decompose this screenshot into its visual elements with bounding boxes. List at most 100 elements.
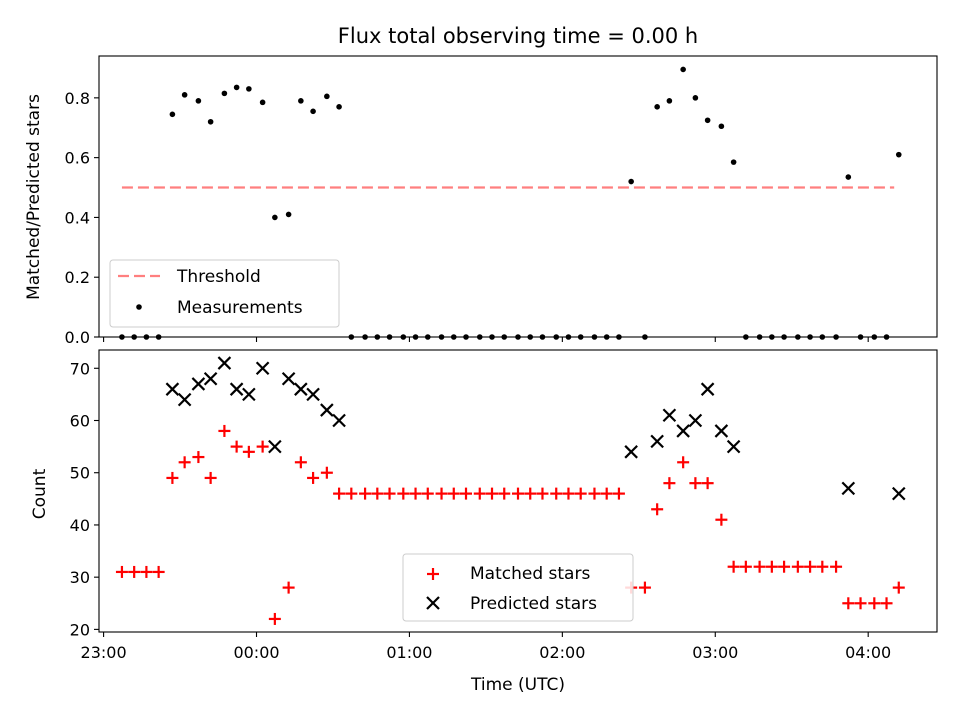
predicted-star-point — [726, 439, 741, 454]
predicted-star-point — [268, 439, 282, 454]
bottom-plot-frame — [98, 349, 938, 633]
predicted-star-point — [332, 413, 346, 428]
measurement-point — [412, 334, 419, 340]
measurement-point — [362, 334, 368, 340]
measurement-point — [603, 334, 610, 340]
predicted-star-point — [714, 424, 729, 438]
predicted-star-point — [891, 486, 906, 501]
matched-star-point — [333, 487, 346, 500]
matched-star-point — [473, 487, 486, 500]
measurement-point — [704, 117, 711, 124]
matched-star-point — [701, 477, 714, 490]
measurement-point — [654, 104, 660, 110]
measurement-point — [233, 84, 240, 91]
matched-star-point — [842, 597, 855, 610]
bottom-ytick-label: 70 — [70, 359, 90, 378]
predicted-star-point — [165, 382, 180, 396]
matched-star-point — [638, 581, 651, 594]
matched-star-point — [651, 503, 664, 516]
bottom-xtick-label: 04:00 — [845, 643, 891, 662]
legend-threshold-label: Threshold — [176, 267, 261, 287]
measurement-point — [577, 334, 584, 340]
matched-star-point — [830, 560, 843, 573]
matched-star-point — [663, 477, 676, 490]
matched-star-point — [715, 513, 728, 526]
matched-star-point — [892, 581, 905, 594]
measurement-point — [324, 93, 330, 100]
measurement-point — [450, 334, 457, 340]
matched-star-point — [435, 487, 448, 500]
measurement-point — [553, 334, 560, 340]
measurement-point — [642, 334, 648, 340]
measurement-point — [246, 86, 252, 92]
chart-title: Flux total observing time = 0.00 h — [338, 24, 698, 48]
matched-star-point — [140, 565, 153, 578]
legend-measurements-label: Measurements — [177, 298, 303, 318]
bottom-ytick-label: 60 — [70, 412, 90, 431]
matched-star-point — [307, 471, 320, 484]
predicted-star-point — [242, 387, 256, 402]
measurement-point — [527, 334, 534, 340]
matched-star-point — [880, 597, 893, 610]
measurement-point — [591, 334, 598, 340]
matched-star-point — [152, 565, 165, 578]
measurement-point — [895, 151, 902, 158]
measurement-point — [155, 334, 162, 340]
measurement-point — [463, 334, 469, 340]
matched-star-point — [282, 581, 295, 594]
matched-star-point — [588, 487, 601, 500]
measurement-point — [883, 334, 890, 340]
bottom-xtick-label: 03:00 — [692, 643, 738, 662]
matched-star-point — [765, 560, 778, 573]
matched-star-point — [320, 466, 333, 479]
bottom-xtick-label: 02:00 — [539, 643, 585, 662]
measurement-point — [501, 334, 508, 340]
matched-star-point — [739, 560, 752, 573]
matched-star-point — [359, 487, 372, 500]
matched-star-point — [804, 560, 817, 573]
measurement-point — [131, 334, 137, 340]
matched-star-point — [256, 440, 269, 453]
top-ytick-label: 0.4 — [65, 208, 90, 227]
measurement-point — [680, 66, 686, 73]
predicted-star-point — [306, 387, 320, 402]
matched-star-point — [612, 487, 625, 500]
bottom-ytick-label: 40 — [70, 516, 90, 535]
matched-star-point — [727, 560, 740, 573]
matched-star-point — [791, 560, 804, 573]
predicted-star-point — [217, 356, 232, 370]
matched-star-point — [524, 487, 537, 500]
measurement-point — [207, 118, 214, 125]
measurement-point — [169, 111, 176, 118]
measurement-point — [718, 123, 725, 130]
matched-star-point — [371, 487, 384, 500]
measurement-point — [438, 334, 445, 340]
predicted-star-point — [294, 382, 308, 396]
matched-star-point — [854, 597, 867, 610]
bottom-ytick-label: 20 — [70, 620, 90, 639]
measurement-point — [539, 334, 546, 340]
matched-star-point — [409, 487, 422, 500]
matched-star-point — [383, 487, 396, 500]
matched-star-point — [778, 560, 791, 573]
top-ytick-label: 0.6 — [65, 149, 90, 168]
matched-star-point — [115, 565, 128, 578]
matched-star-point — [550, 487, 563, 500]
matched-star-point — [689, 477, 702, 490]
matched-star-point — [397, 487, 410, 500]
measurement-point — [285, 211, 292, 218]
matched-star-point — [753, 560, 766, 573]
measurement-point — [565, 334, 572, 340]
measurement-point — [348, 334, 355, 340]
measurement-point — [616, 334, 622, 340]
measurement-point — [374, 334, 381, 340]
measurement-point — [515, 334, 521, 340]
legend-predicted-label: Predicted stars — [470, 594, 597, 614]
bottom-legend: Matched stars Predicted stars — [402, 553, 634, 622]
measurement-point — [310, 108, 316, 115]
measurement-point — [386, 334, 393, 340]
predicted-star-point — [191, 377, 206, 391]
predicted-star-point — [841, 481, 856, 496]
predicted-star-point — [624, 445, 638, 459]
bottom-legend-box — [402, 553, 634, 622]
